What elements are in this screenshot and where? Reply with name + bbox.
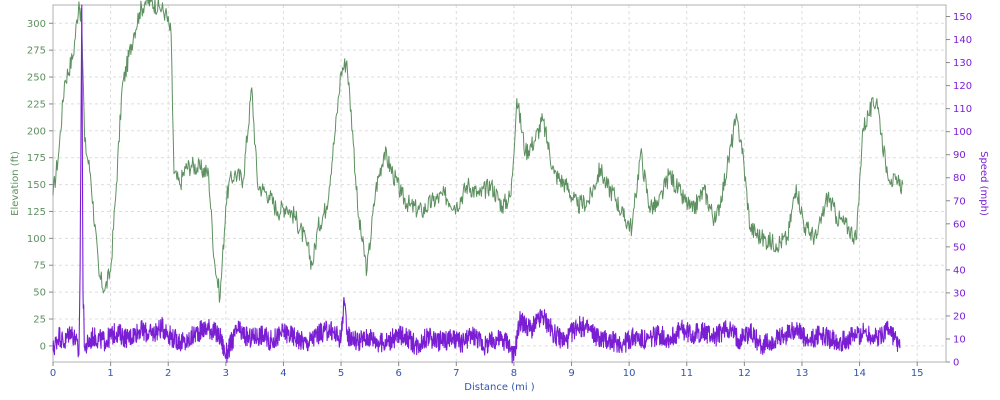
x-tick-label: 10 <box>623 368 636 379</box>
right-tick-label: 60 <box>953 219 966 230</box>
x-tick-label: 14 <box>853 368 866 379</box>
plot-area-frame <box>52 4 947 363</box>
left-axis-title: Elevation (ft) <box>10 151 21 216</box>
x-tick-label: 13 <box>796 368 809 379</box>
x-tick-label: 12 <box>738 368 751 379</box>
left-tick-label: 125 <box>27 207 46 218</box>
left-tick-label: 225 <box>27 99 46 110</box>
left-tick-label: 75 <box>33 261 46 272</box>
x-tick-label: 4 <box>280 368 286 379</box>
left-tick-label: 100 <box>27 234 46 245</box>
right-tick-label: 110 <box>953 104 972 115</box>
right-tick-label: 70 <box>953 196 966 207</box>
right-axis-title: Speed (mph) <box>978 151 989 216</box>
left-tick-label: 250 <box>27 73 46 84</box>
right-tick-label: 50 <box>953 242 966 253</box>
right-tick-label: 130 <box>953 58 972 69</box>
right-tick-label: 120 <box>953 81 972 92</box>
right-tick-label: 80 <box>953 173 966 184</box>
left-tick-label: 275 <box>27 46 46 57</box>
right-tick-label: 40 <box>953 265 966 276</box>
right-tick-label: 150 <box>953 12 972 23</box>
left-tick-label: 25 <box>33 314 46 325</box>
left-tick-label: 200 <box>27 126 46 137</box>
right-tick-label: 30 <box>953 288 966 299</box>
right-tick-label: 10 <box>953 334 966 345</box>
right-tick-label: 100 <box>953 127 972 138</box>
axes: 0 1 2 3 4 5 6 7 8 9 10 11 12 13 14 15025507510012515017… <box>27 12 972 379</box>
x-tick-label: 15 <box>911 368 924 379</box>
x-tick-label: 1 <box>107 368 113 379</box>
x-tick-label: 0 <box>50 368 56 379</box>
series-layer <box>52 0 904 364</box>
right-tick-label: 90 <box>953 150 966 161</box>
left-tick-label: 50 <box>33 288 46 299</box>
x-tick-label: 11 <box>680 368 693 379</box>
left-tick-label: 175 <box>27 153 46 164</box>
elevation-line <box>52 0 904 303</box>
left-tick-label: 150 <box>27 180 46 191</box>
right-tick-label: 0 <box>953 358 959 369</box>
x-tick-label: 7 <box>453 368 459 379</box>
speed-line <box>52 4 901 364</box>
x-tick-label: 5 <box>338 368 344 379</box>
x-tick-label: 8 <box>511 368 517 379</box>
right-tick-label: 20 <box>953 311 966 322</box>
gridlines <box>52 5 946 362</box>
x-tick-label: 9 <box>568 368 574 379</box>
x-axis-title: Distance (mi ) <box>464 382 535 393</box>
x-tick-label: 6 <box>395 368 401 379</box>
x-tick-label: 3 <box>223 368 229 379</box>
left-tick-label: 0 <box>40 341 46 352</box>
x-tick-label: 2 <box>165 368 171 379</box>
left-tick-label: 300 <box>27 19 46 30</box>
right-tick-label: 140 <box>953 35 972 46</box>
